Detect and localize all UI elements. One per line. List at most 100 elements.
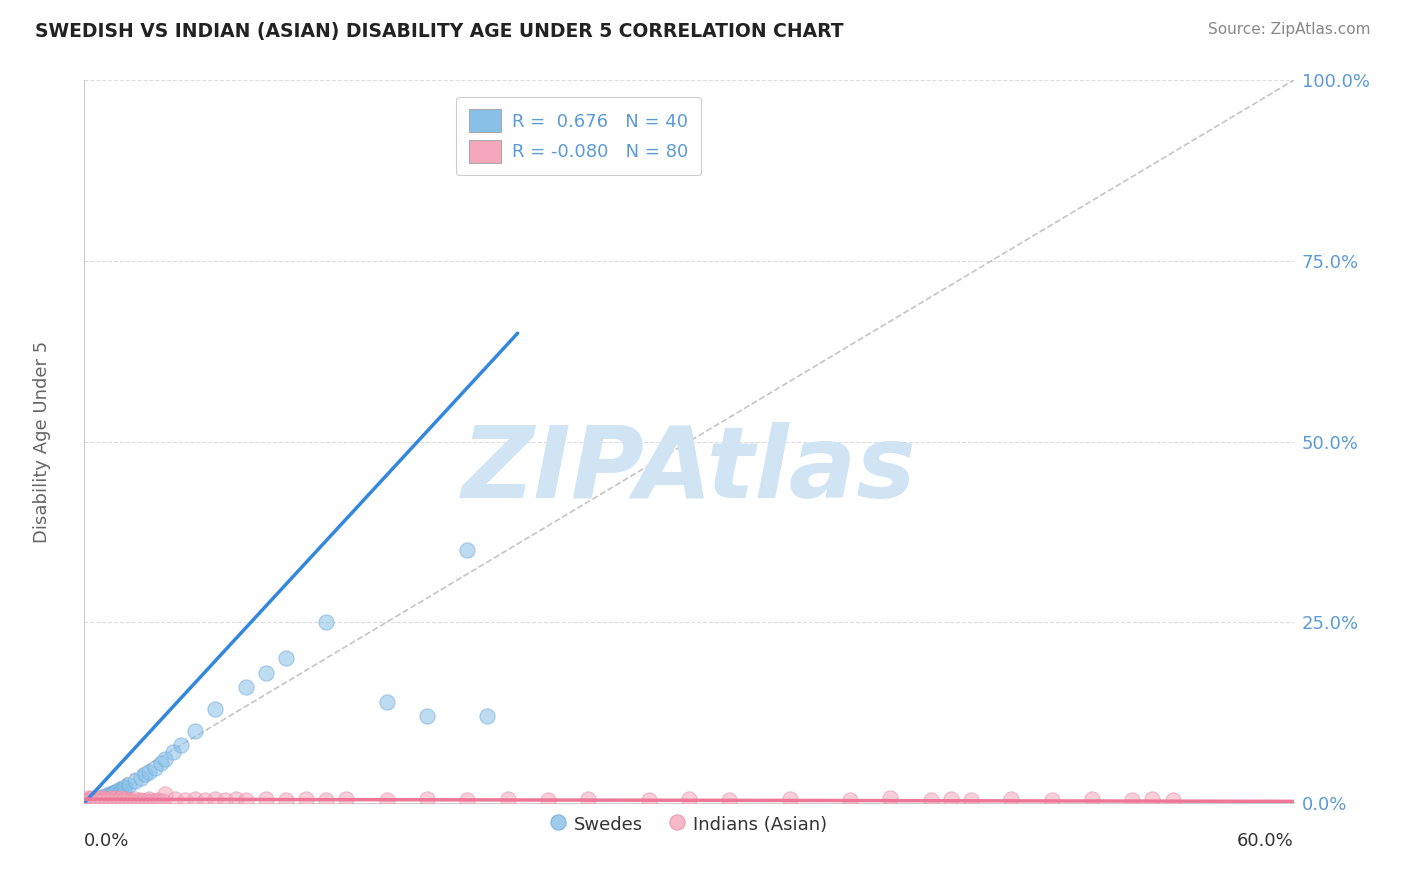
Point <box>115 794 138 808</box>
Point <box>77 791 100 805</box>
Point <box>107 794 129 808</box>
Point <box>254 665 277 680</box>
Point <box>118 778 141 792</box>
Point <box>111 781 134 796</box>
Point <box>456 542 478 557</box>
Point <box>87 792 110 806</box>
Point <box>456 793 478 807</box>
Point <box>82 793 104 807</box>
Point <box>939 792 962 806</box>
Legend: Swedes, Indians (Asian): Swedes, Indians (Asian) <box>540 804 838 845</box>
Text: 60.0%: 60.0% <box>1237 831 1294 850</box>
Text: SWEDISH VS INDIAN (ASIAN) DISABILITY AGE UNDER 5 CORRELATION CHART: SWEDISH VS INDIAN (ASIAN) DISABILITY AGE… <box>35 22 844 41</box>
Point <box>335 792 357 806</box>
Point <box>637 793 659 807</box>
Point <box>87 794 110 808</box>
Point <box>124 774 146 789</box>
Point <box>96 789 118 804</box>
Point <box>93 789 115 803</box>
Point <box>129 771 152 785</box>
Point <box>416 792 439 806</box>
Point <box>75 795 97 809</box>
Point <box>235 793 257 807</box>
Point <box>295 792 318 806</box>
Point <box>1161 793 1184 807</box>
Point <box>128 794 150 808</box>
Point <box>315 615 337 630</box>
Point <box>162 745 184 759</box>
Point <box>204 702 226 716</box>
Point <box>132 794 155 808</box>
Point <box>146 793 169 807</box>
Point <box>134 767 156 781</box>
Point <box>576 792 599 806</box>
Point <box>152 794 174 808</box>
Point <box>1000 792 1022 806</box>
Point <box>879 790 901 805</box>
Point <box>375 793 398 807</box>
Point <box>100 794 122 808</box>
Point <box>91 790 114 805</box>
Point <box>79 794 101 808</box>
Point <box>149 756 172 770</box>
Point <box>110 791 132 805</box>
Point <box>118 793 141 807</box>
Point <box>148 794 170 808</box>
Point <box>97 787 120 801</box>
Point <box>105 793 128 807</box>
Text: Disability Age Under 5: Disability Age Under 5 <box>32 341 51 542</box>
Point <box>960 793 983 807</box>
Point <box>1040 793 1063 807</box>
Point <box>79 792 101 806</box>
Point <box>225 792 247 806</box>
Point <box>107 792 129 806</box>
Point <box>416 709 439 723</box>
Point <box>129 793 152 807</box>
Point <box>107 786 129 800</box>
Point <box>82 790 104 805</box>
Point <box>184 723 207 738</box>
Point <box>274 793 297 807</box>
Point <box>89 790 111 805</box>
Point <box>235 680 257 694</box>
Point <box>920 793 942 807</box>
Point <box>111 793 134 807</box>
Point <box>93 791 115 805</box>
Point <box>96 794 118 808</box>
Point <box>139 794 162 808</box>
Point <box>839 793 862 807</box>
Point <box>89 791 111 805</box>
Point <box>104 794 127 808</box>
Point <box>135 794 157 808</box>
Point <box>75 793 97 807</box>
Point <box>114 780 136 794</box>
Point <box>110 782 132 797</box>
Point <box>153 787 176 801</box>
Point <box>105 784 128 798</box>
Point <box>86 791 108 805</box>
Point <box>101 792 124 806</box>
Point <box>170 738 193 752</box>
Point <box>143 761 166 775</box>
Point <box>143 794 166 808</box>
Point <box>375 695 398 709</box>
Point <box>779 792 801 806</box>
Point <box>86 792 108 806</box>
Point <box>678 792 700 806</box>
Point <box>124 794 146 808</box>
Point <box>537 793 560 807</box>
Point <box>77 794 100 808</box>
Point <box>91 794 114 808</box>
Point <box>274 651 297 665</box>
Point <box>496 792 519 806</box>
Point <box>254 792 277 806</box>
Point <box>165 792 187 806</box>
Text: 0.0%: 0.0% <box>84 831 129 850</box>
Point <box>138 792 160 806</box>
Point <box>96 792 118 806</box>
Point <box>120 794 142 808</box>
Point <box>104 785 127 799</box>
Point <box>83 794 105 808</box>
Point <box>83 793 105 807</box>
Point <box>718 793 741 807</box>
